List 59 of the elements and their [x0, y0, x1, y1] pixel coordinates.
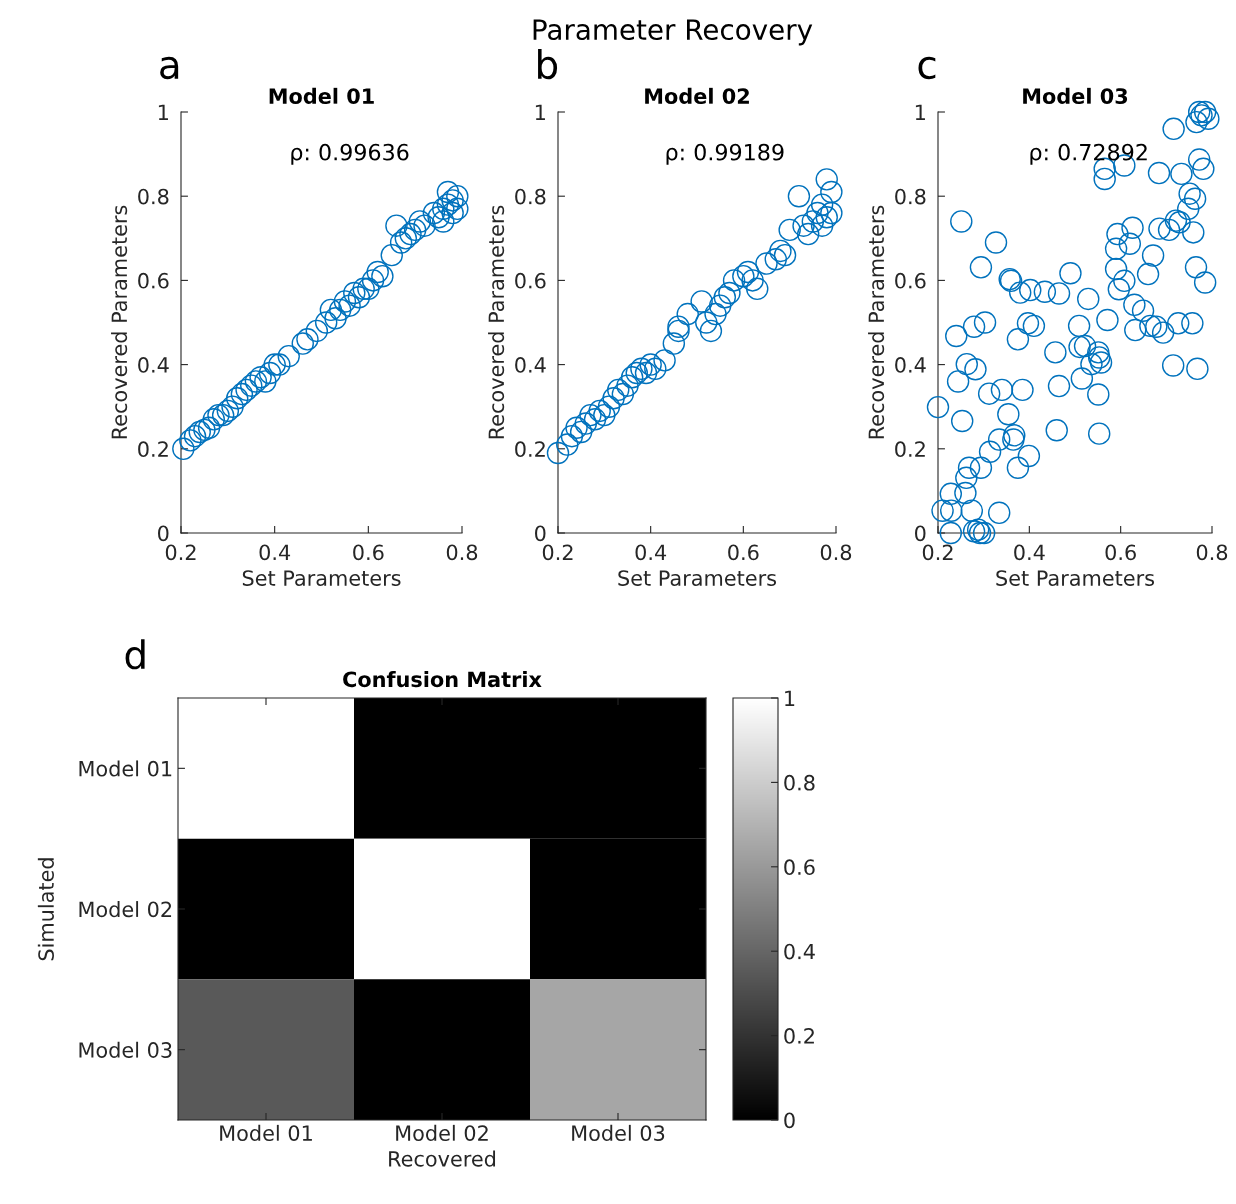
y-tick-label: 0.2: [895, 441, 925, 458]
y-tick-label: Model 02: [79, 901, 172, 918]
y-tick-label: 0.2: [515, 441, 545, 458]
y-tick-label: 0.8: [515, 188, 546, 205]
x-tick-label: 0.4: [259, 544, 291, 561]
chart-title: Confusion Matrix: [343, 671, 542, 688]
y-tick-label: 0.4: [895, 357, 926, 373]
text: b: [538, 49, 558, 80]
y-tick-label: 1: [158, 104, 168, 120]
text: Parameter Recovery: [533, 19, 813, 46]
y-tick-label: 0.6: [895, 272, 926, 289]
y-tick-label: 0.4: [138, 357, 169, 373]
y-tick-label: 0.4: [515, 357, 546, 373]
x-axis-title: Recovered: [389, 1150, 496, 1167]
x-tick-label: Model 01: [220, 1124, 312, 1141]
text: a: [160, 56, 179, 80]
x-tick-label: 0.6: [728, 544, 759, 561]
x-tick-label: 0.8: [446, 544, 478, 561]
color-bar-label: 0.6: [784, 859, 815, 876]
color-bar-label: 0.2: [784, 1028, 814, 1044]
x-tick-label: 0.8: [820, 544, 852, 561]
y-tick-label: 1: [535, 104, 545, 120]
x-tick-label: 0.4: [635, 544, 667, 561]
annotation: ρ: 0.72892: [1030, 143, 1147, 165]
y-tick-label: 0.6: [138, 272, 169, 289]
y-tick-label: 0.8: [895, 188, 926, 205]
x-axis-title: Set Parameters: [618, 570, 777, 586]
x-tick-label: Model 03: [572, 1124, 665, 1141]
chart-title: Model 03: [1023, 87, 1128, 104]
y-tick-label: 0: [158, 525, 169, 542]
y-tick-label: 0.6: [515, 272, 546, 289]
annotation: ρ: 0.99636: [291, 143, 409, 165]
text: c: [918, 56, 936, 80]
y-axis-title: Recovered Parameters: [868, 205, 885, 439]
x-axis-title: Set Parameters: [242, 570, 401, 586]
chart-title: Model 02: [645, 87, 749, 104]
y-tick-label: 1: [915, 104, 925, 120]
y-tick-label: 0: [535, 525, 546, 542]
x-axis-title: Set Parameters: [996, 570, 1155, 586]
y-tick-label: 0: [915, 525, 926, 542]
color-bar-label: 0.4: [784, 943, 815, 960]
text: d: [125, 639, 145, 670]
y-tick-label: 0.8: [138, 188, 169, 205]
y-tick-label: Model 01: [79, 760, 172, 777]
annotation: ρ: 0.99189: [666, 143, 784, 165]
x-tick-label: 0.6: [1105, 544, 1136, 561]
y-axis-title: Recovered Parameters: [111, 205, 128, 439]
chart-title: Model 01: [269, 87, 374, 104]
x-tick-label: 0.4: [1014, 544, 1045, 561]
color-bar-label: 0.8: [784, 774, 815, 791]
y-axis-title: Simulated: [37, 858, 54, 961]
color-bar-label: 1: [785, 690, 795, 706]
y-axis-title: Recovered Parameters: [488, 205, 505, 439]
x-tick-label: Model 02: [396, 1124, 488, 1141]
color-bar-label: 0: [784, 1112, 795, 1129]
y-tick-label: 0.2: [138, 441, 168, 458]
y-tick-label: Model 03: [79, 1041, 172, 1058]
x-tick-label: 0.8: [1196, 544, 1228, 561]
x-tick-label: 0.6: [353, 544, 384, 561]
